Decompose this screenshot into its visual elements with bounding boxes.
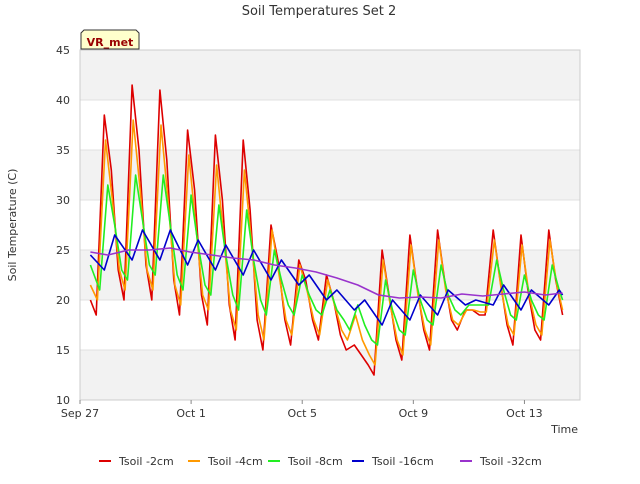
legend: Tsoil -2cm Tsoil -4cm Tsoil -8cm Tsoil -16c… xyxy=(99,455,542,468)
y-tick-label: 10 xyxy=(56,394,70,407)
legend-label: Tsoil -2cm xyxy=(118,455,174,468)
chart-title: Soil Temperatures Set 2 xyxy=(242,4,397,19)
x-tick-label: Oct 5 xyxy=(287,407,317,420)
y-tick-label: 20 xyxy=(56,294,70,307)
x-axis-ticks: Sep 27 Oct 1 Oct 5 Oct 9 Oct 13 xyxy=(61,400,543,420)
y-axis-label: Soil Temperature (C) xyxy=(6,169,19,282)
legend-label: Tsoil -32cm xyxy=(479,455,542,468)
series-line-tsoil-8cm xyxy=(89,174,564,346)
site-badge-box xyxy=(80,29,140,50)
plot-frame xyxy=(79,49,581,401)
background-band xyxy=(80,350,580,400)
y-tick-label: 30 xyxy=(56,194,70,207)
y-tick-label: 40 xyxy=(56,94,70,107)
legend-label: Tsoil -4cm xyxy=(207,455,263,468)
y-tick-label: 45 xyxy=(56,44,70,57)
background-band xyxy=(80,50,580,100)
legend-label: Tsoil -16cm xyxy=(371,455,434,468)
x-axis-label: Time xyxy=(550,423,578,436)
y-tick-label: 35 xyxy=(56,144,70,157)
legend-label: Tsoil -8cm xyxy=(287,455,343,468)
series-line-tsoil-16cm xyxy=(89,229,564,326)
series-line-tsoil-32cm xyxy=(90,247,563,299)
site-badge-label: VR_met xyxy=(87,36,134,49)
series-layer xyxy=(89,84,564,376)
x-tick-label: Oct 13 xyxy=(506,407,543,420)
x-tick-label: Sep 27 xyxy=(61,407,99,420)
site-badge: VR_met xyxy=(80,29,140,50)
y-tick-label: 15 xyxy=(56,344,70,357)
background-band xyxy=(80,150,580,200)
x-tick-label: Oct 1 xyxy=(176,407,206,420)
y-axis-ticks: 10 15 20 25 30 35 40 45 xyxy=(56,44,70,407)
x-tick-label: Oct 9 xyxy=(399,407,429,420)
y-tick-label: 25 xyxy=(56,244,70,257)
